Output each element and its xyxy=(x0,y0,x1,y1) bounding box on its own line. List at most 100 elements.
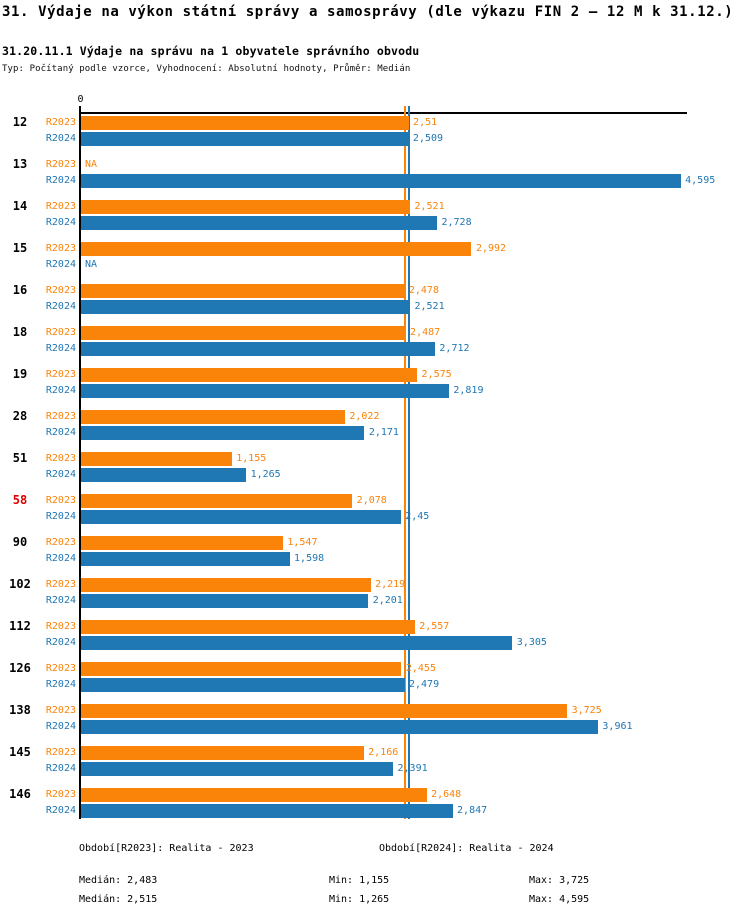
bar-value-r2024-145: 2,391 xyxy=(397,763,428,774)
series-label-r2023: R2023 xyxy=(45,537,76,548)
indicator-meta: Typ: Počítaný podle vzorce, Vyhodnocení:… xyxy=(2,64,411,74)
bar-r2024-16 xyxy=(81,300,410,314)
median-line-r2024 xyxy=(408,106,411,819)
bar-value-r2024-28: 2,171 xyxy=(368,427,399,438)
series-label-r2024: R2024 xyxy=(45,679,76,690)
bar-r2024-51 xyxy=(81,468,247,482)
bar-value-r2024-51: 1,265 xyxy=(250,469,281,480)
series-label-r2024: R2024 xyxy=(45,427,76,438)
series-label-r2023: R2023 xyxy=(45,201,76,212)
series-label-r2023: R2023 xyxy=(45,285,76,296)
series-label-r2024: R2024 xyxy=(45,217,76,228)
bar-r2023-102 xyxy=(81,578,371,592)
series-label-r2023: R2023 xyxy=(45,243,76,254)
group-label-146: 146 xyxy=(9,787,31,801)
bar-r2024-58 xyxy=(81,510,401,524)
bar-r2024-145 xyxy=(81,762,394,776)
bar-r2024-19 xyxy=(81,384,449,398)
series-label-r2024: R2024 xyxy=(45,553,76,564)
series-label-r2024: R2024 xyxy=(45,721,76,732)
bar-r2024-18 xyxy=(81,342,435,356)
bar-r2023-90 xyxy=(81,536,283,550)
bar-value-r2024-138: 3,961 xyxy=(602,721,633,732)
group-label-58: 58 xyxy=(12,493,28,507)
bar-r2023-126 xyxy=(81,662,402,676)
group-label-19: 19 xyxy=(12,367,28,381)
bar-value-r2023-14: 2,521 xyxy=(414,201,445,212)
bar-value-r2024-126: 2,479 xyxy=(409,679,440,690)
bar-r2023-15 xyxy=(81,242,472,256)
series-label-r2024: R2024 xyxy=(45,469,76,480)
bar-value-r2024-16: 2,521 xyxy=(414,301,445,312)
series-label-r2023: R2023 xyxy=(45,453,76,464)
stat-min-r2023: Min: 1,155 xyxy=(329,875,390,886)
series-label-r2023: R2023 xyxy=(45,327,76,338)
bar-value-r2023-18: 2,487 xyxy=(410,327,441,338)
bar-value-r2023-15: 2,992 xyxy=(475,243,507,254)
bar-r2023-12 xyxy=(81,116,409,130)
bar-r2024-146 xyxy=(81,804,453,818)
series-label-r2023: R2023 xyxy=(45,705,76,716)
bar-r2023-145 xyxy=(81,746,364,760)
bar-value-r2024-58: 2,45 xyxy=(405,511,430,522)
bar-value-r2023-16: 2,478 xyxy=(408,285,439,296)
bar-value-r2024-19: 2,819 xyxy=(453,385,484,396)
series-label-r2023: R2023 xyxy=(45,369,76,380)
series-label-r2023: R2023 xyxy=(45,579,76,590)
series-label-r2024: R2024 xyxy=(45,133,76,144)
series-label-r2024: R2024 xyxy=(45,301,76,312)
bar-value-r2024-14: 2,728 xyxy=(441,217,472,228)
group-label-15: 15 xyxy=(12,241,28,255)
bar-r2023-138 xyxy=(81,704,568,718)
bar-value-r2023-138: 3,725 xyxy=(571,705,602,716)
bar-r2023-28 xyxy=(81,410,345,424)
series-label-r2024: R2024 xyxy=(45,259,76,270)
bar-value-r2023-146: 2,648 xyxy=(431,789,462,800)
x-axis-zero-label: 0 xyxy=(77,94,84,105)
bar-value-r2024-146: 2,847 xyxy=(457,805,488,816)
stat-max-r2024: Max: 4,595 xyxy=(529,894,590,905)
group-label-12: 12 xyxy=(12,115,28,129)
bar-value-r2024-112: 3,305 xyxy=(516,637,547,648)
bar-value-r2024-13: 4,595 xyxy=(685,175,716,186)
bar-r2024-102 xyxy=(81,594,369,608)
bar-r2023-146 xyxy=(81,788,427,802)
series-label-r2023: R2023 xyxy=(45,747,76,758)
bar-r2024-126 xyxy=(81,678,405,692)
group-label-18: 18 xyxy=(12,325,28,339)
group-label-16: 16 xyxy=(12,283,28,297)
bar-r2023-16 xyxy=(81,284,405,298)
na-label: NA xyxy=(85,259,98,270)
series-label-r2024: R2024 xyxy=(45,175,76,186)
series-label-r2023: R2023 xyxy=(45,789,76,800)
bar-r2023-19 xyxy=(81,368,418,382)
bar-value-r2023-28: 2,022 xyxy=(349,411,380,422)
bar-r2023-112 xyxy=(81,620,415,634)
bar-r2023-18 xyxy=(81,326,406,340)
bar-r2023-14 xyxy=(81,200,410,214)
bar-value-r2023-102: 2,219 xyxy=(375,579,406,590)
bar-value-r2023-58: 2,078 xyxy=(356,495,387,506)
bar-value-r2023-19: 2,575 xyxy=(421,369,452,380)
stat-max-r2023: Max: 3,725 xyxy=(529,875,590,886)
bar-r2024-12 xyxy=(81,132,409,146)
series-label-r2024: R2024 xyxy=(45,763,76,774)
series-label-r2024: R2024 xyxy=(45,511,76,522)
indicator-title: 31.20.11.1 Výdaje na správu na 1 obyvate… xyxy=(2,44,420,58)
bar-value-r2024-12: 2,509 xyxy=(412,133,444,144)
group-label-145: 145 xyxy=(9,745,31,759)
report-title: 31. Výdaje na výkon státní správy a samo… xyxy=(2,4,734,20)
series-label-r2023: R2023 xyxy=(45,411,76,422)
x-axis-line xyxy=(79,112,687,114)
group-label-138: 138 xyxy=(9,703,31,717)
series-label-r2023: R2023 xyxy=(45,117,76,128)
na-label: NA xyxy=(85,159,98,170)
bar-r2024-112 xyxy=(81,636,513,650)
bar-value-r2024-90: 1,598 xyxy=(294,553,325,564)
group-label-112: 112 xyxy=(9,619,31,633)
group-label-28: 28 xyxy=(12,409,28,423)
series-label-r2024: R2024 xyxy=(45,385,76,396)
bar-value-r2023-51: 1,155 xyxy=(236,453,267,464)
bar-r2024-138 xyxy=(81,720,598,734)
bar-r2023-58 xyxy=(81,494,353,508)
